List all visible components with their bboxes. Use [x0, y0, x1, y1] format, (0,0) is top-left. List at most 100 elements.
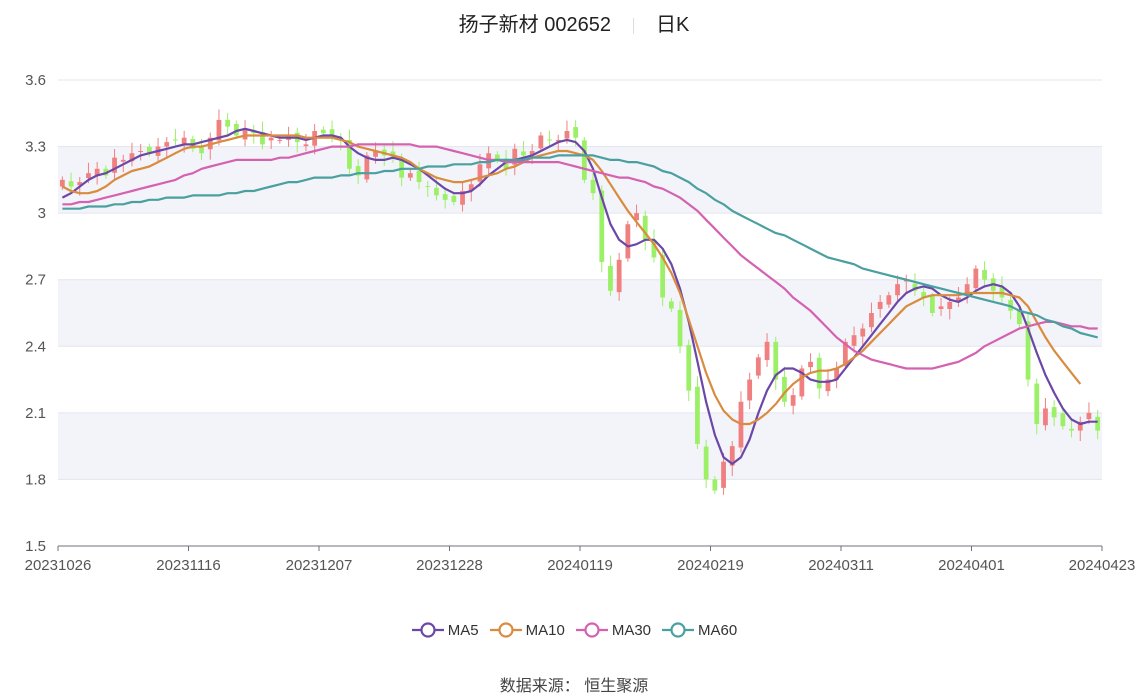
candle-body	[834, 368, 840, 380]
candle-body	[329, 129, 335, 136]
candles	[59, 109, 1101, 495]
candle-body	[677, 309, 683, 347]
candle-body	[468, 184, 474, 191]
candle-body	[199, 147, 204, 154]
candle-body	[851, 335, 857, 346]
candle-body	[982, 269, 987, 280]
candle-body	[668, 301, 674, 309]
legend-label: MA60	[698, 621, 738, 639]
candle-body	[877, 301, 883, 310]
legend-marker-icon	[489, 622, 522, 638]
candle-body	[1051, 407, 1057, 418]
candle-body	[599, 190, 605, 262]
candle-body	[860, 328, 866, 337]
grid-band	[58, 412, 1102, 480]
legend-item-ma30[interactable]: MA30	[575, 621, 651, 639]
series-line-ma5	[61, 127, 1098, 465]
candle-body	[895, 284, 900, 296]
legend-item-ma60[interactable]: MA60	[661, 621, 737, 639]
x-tick-label: 20240119	[547, 557, 613, 574]
candle-body	[956, 297, 961, 302]
candle-body	[608, 265, 613, 291]
candle-body	[120, 159, 126, 162]
legend-label: MA30	[611, 621, 652, 639]
candle-body	[442, 194, 448, 200]
candle-body	[503, 158, 509, 169]
candle-body	[729, 446, 735, 466]
candle-body	[77, 182, 83, 186]
candle-body	[869, 313, 874, 328]
x-tick-label: 20231116	[156, 557, 221, 574]
x-tick-label: 20240423	[1069, 557, 1136, 574]
candle-body	[755, 357, 761, 376]
candle-body	[1025, 321, 1031, 380]
candle-body	[581, 140, 587, 180]
y-tick-label: 1.8	[25, 471, 46, 488]
candle-body	[590, 179, 596, 194]
candle-body	[164, 142, 170, 147]
candle-body	[642, 215, 648, 240]
candle-body	[146, 147, 152, 154]
candle-body	[573, 127, 579, 138]
x-tick-label: 20231026	[25, 557, 92, 574]
candle-body	[320, 129, 326, 134]
y-tick-label: 2.4	[25, 338, 46, 355]
candle-body	[695, 386, 700, 444]
grid-band	[58, 146, 1102, 214]
legend-marker-icon	[411, 622, 444, 638]
candle-body	[625, 224, 631, 259]
candle-body	[416, 170, 422, 183]
x-tick-label: 20231228	[416, 557, 483, 574]
candle-body	[494, 154, 500, 160]
candle-body	[277, 139, 283, 141]
grid	[58, 79, 1102, 547]
y-tick-label: 1.5	[25, 538, 46, 555]
candle-body	[547, 139, 552, 141]
candle-body	[68, 181, 74, 187]
candle-body	[782, 376, 787, 402]
candle-body	[634, 213, 639, 221]
candle-body	[712, 479, 718, 491]
candle-body	[347, 139, 352, 169]
candle-body	[521, 151, 526, 156]
candle-body	[964, 284, 970, 295]
candle-body	[555, 139, 561, 142]
chart-title-bar: 扬子新材 002652 日K	[0, 8, 1148, 37]
candle-body	[651, 239, 657, 258]
candle-body	[407, 173, 413, 178]
candle-body	[686, 344, 692, 391]
candle-body	[929, 296, 935, 313]
candle-body	[303, 144, 309, 147]
x-tick-label: 20240311	[808, 557, 874, 574]
candle-body	[242, 128, 248, 140]
series-line-ma30	[62, 143, 1098, 370]
candle-body	[173, 139, 178, 141]
candle-body	[129, 153, 135, 162]
candle-body	[1077, 421, 1083, 431]
candle-body	[660, 254, 666, 298]
candle-body	[86, 173, 91, 179]
chart-title: 扬子新材 002652	[458, 14, 611, 36]
candle-body	[434, 187, 439, 196]
legend-marker-icon	[575, 622, 608, 638]
legend-item-ma10[interactable]: MA10	[489, 621, 565, 639]
candle-body	[790, 395, 796, 406]
candle-body	[225, 119, 231, 127]
kline-chart: 1.5 1.8 2.1 2.4 2.7 3 3.3 3.6 20231026 20231116 20…	[25, 72, 1136, 574]
candle-body	[799, 368, 805, 397]
candle-body	[886, 295, 892, 305]
candle-body	[355, 166, 361, 176]
candle-body	[825, 379, 831, 392]
title-divider	[632, 17, 634, 34]
candle-body	[816, 357, 822, 389]
candle-body	[1069, 428, 1074, 431]
data-source: 数据来源： 恒生聚源	[499, 678, 649, 695]
candle-body	[1034, 383, 1040, 424]
grid-band	[58, 279, 1102, 347]
candle-body	[616, 259, 622, 293]
candle-body	[773, 341, 779, 380]
legend-item-ma5[interactable]: MA5	[411, 621, 479, 639]
candle-body	[138, 151, 144, 153]
candle-body	[460, 190, 465, 205]
candle-body	[268, 137, 274, 141]
